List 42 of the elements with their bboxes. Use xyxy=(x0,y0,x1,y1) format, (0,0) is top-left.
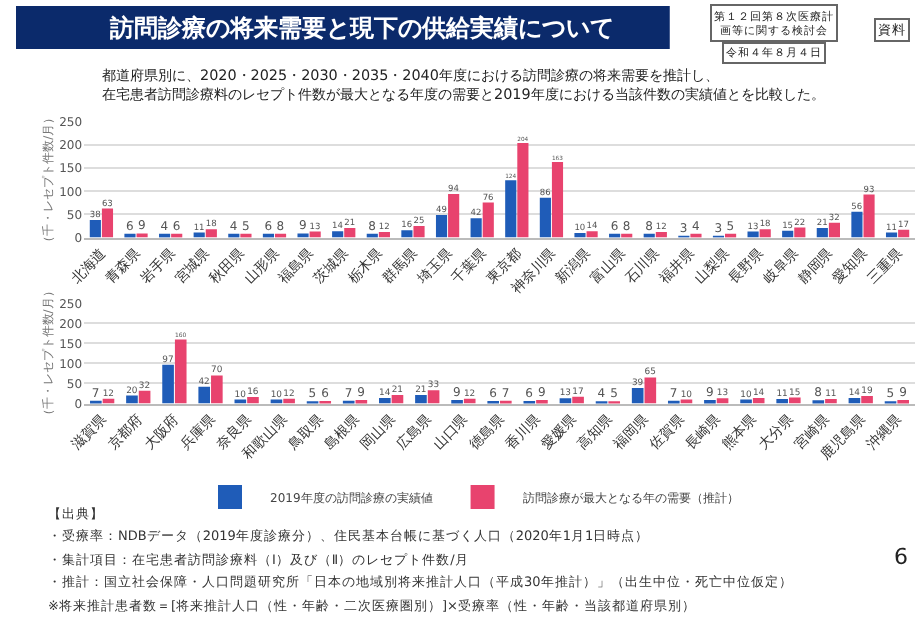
bar xyxy=(828,222,840,238)
bar xyxy=(574,232,586,238)
chart-title: 訪問診療の将来需要と現下の供給実績について xyxy=(108,14,614,42)
bar xyxy=(505,180,517,238)
bar xyxy=(198,386,211,404)
bar xyxy=(379,397,391,404)
bar xyxy=(344,227,356,238)
bar xyxy=(861,395,873,404)
bar xyxy=(482,202,494,238)
text: 6 xyxy=(894,544,908,570)
bar xyxy=(539,197,551,238)
bar xyxy=(716,398,729,404)
bar xyxy=(448,194,460,238)
bar xyxy=(427,390,440,404)
bar xyxy=(551,162,564,238)
bar xyxy=(332,231,344,238)
bar xyxy=(816,227,828,238)
bar xyxy=(851,211,863,238)
bar xyxy=(401,230,413,238)
bar xyxy=(205,229,217,238)
bar xyxy=(644,377,657,404)
bar xyxy=(247,397,259,404)
bar xyxy=(162,364,174,404)
bar xyxy=(415,395,427,404)
bar xyxy=(174,339,187,404)
bar xyxy=(470,218,482,238)
bar xyxy=(391,395,404,404)
bar xyxy=(863,194,875,238)
bar xyxy=(413,226,425,238)
bar xyxy=(631,387,644,404)
bar xyxy=(101,208,114,238)
bar xyxy=(517,143,529,238)
bar xyxy=(572,396,584,404)
bar xyxy=(559,398,572,404)
bar xyxy=(435,214,448,238)
bar xyxy=(89,220,101,238)
bar xyxy=(759,229,771,238)
bar xyxy=(211,375,223,404)
bar xyxy=(794,227,806,238)
bar xyxy=(586,231,598,238)
bar xyxy=(126,395,138,404)
bar xyxy=(752,397,765,404)
